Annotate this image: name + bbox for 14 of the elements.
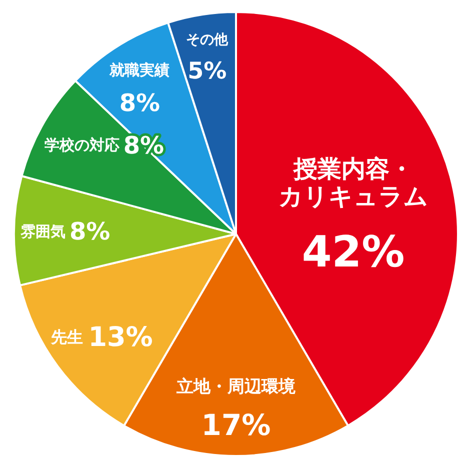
data-label: 13%: [88, 322, 153, 354]
data-label: 8%: [69, 218, 110, 246]
slice-label: 雰囲気: [20, 222, 66, 240]
slice-label: 学校の対応: [44, 136, 120, 154]
data-label: 5%: [188, 58, 227, 85]
slice-label: 先生: [50, 327, 84, 346]
data-label: 8%: [119, 89, 160, 118]
data-label: 8%: [123, 131, 164, 160]
data-label: 17%: [201, 408, 271, 442]
slice-label: 授業内容・カリキュラム: [278, 155, 428, 211]
slice-label: その他: [186, 32, 230, 48]
data-label: 42%: [302, 228, 405, 278]
slice-label: 就職実績: [108, 60, 170, 79]
slice-label: 立地・周辺環境: [176, 377, 296, 398]
